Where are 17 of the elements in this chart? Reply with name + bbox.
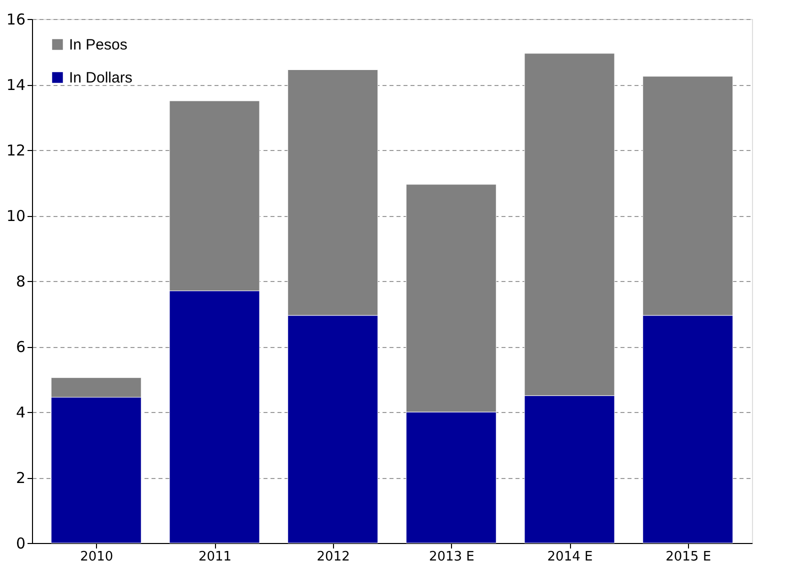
x-tick-label: 2013 E bbox=[428, 550, 474, 564]
y-tick-label: 16 bbox=[6, 10, 26, 28]
y-tick-label: 12 bbox=[6, 142, 26, 160]
y-tick-label: 4 bbox=[16, 404, 26, 422]
y-tick-label: 10 bbox=[6, 207, 26, 225]
legend-label: In Pesos bbox=[69, 36, 128, 54]
y-tick-label: 14 bbox=[6, 76, 26, 94]
y-tick-label: 2 bbox=[16, 469, 26, 487]
x-tick-label: 2011 bbox=[198, 550, 232, 564]
x-tick-label: 2015 E bbox=[666, 550, 712, 564]
x-tick-label: 2012 bbox=[316, 550, 350, 564]
x-tick-label: 2014 E bbox=[547, 550, 593, 564]
y-tick-label: 6 bbox=[16, 338, 26, 356]
y-tick-label: 8 bbox=[16, 272, 26, 290]
x-tick-label: 2010 bbox=[80, 550, 114, 564]
legend-label: In Dollars bbox=[69, 70, 132, 86]
y-tick-label: 0 bbox=[16, 534, 26, 552]
